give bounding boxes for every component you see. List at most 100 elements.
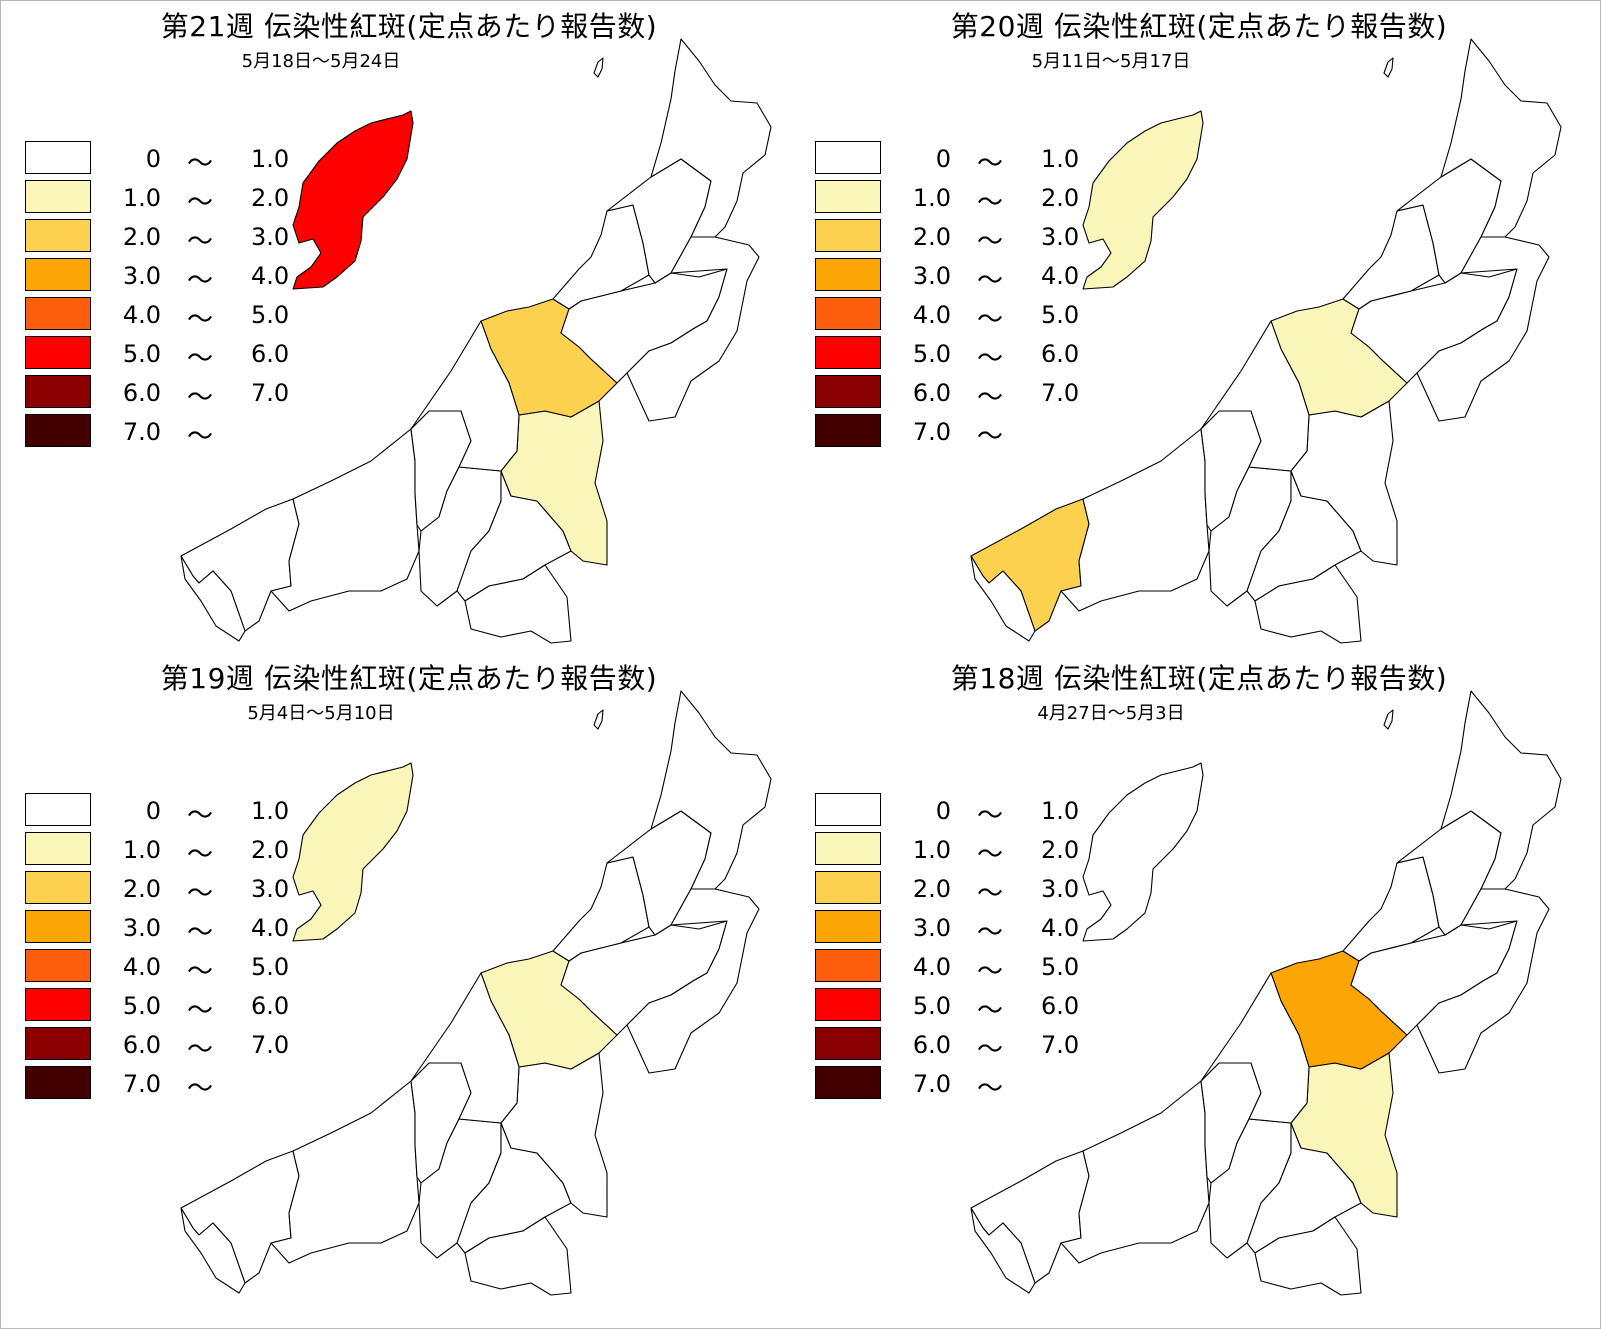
legend-from: 6.0 — [912, 379, 951, 407]
legend-from: 2.0 — [912, 223, 951, 251]
region-murakami — [650, 38, 772, 238]
legend-swatch — [815, 297, 881, 330]
niigata-map — [970, 690, 1562, 1296]
panel-period: 5月4日～5月10日 — [247, 703, 395, 724]
region-coastal-strip — [1200, 972, 1310, 1124]
legend-to: 2.0 — [1041, 184, 1080, 212]
legend-from: 1.0 — [122, 836, 161, 864]
legend-to: 7.0 — [1041, 1031, 1080, 1059]
panel-title: 第19週 伝染性紅斑(定点あたり報告数) — [160, 662, 658, 695]
legend-to: 2.0 — [1041, 836, 1080, 864]
region-myoko — [270, 1080, 420, 1264]
region-minamiuonuma — [464, 564, 572, 644]
legend-swatch — [25, 832, 91, 865]
region-myoko — [1060, 428, 1210, 612]
legend-to: 7.0 — [1041, 379, 1080, 407]
legend-tilde: ～ — [187, 422, 214, 452]
region-joetsu — [970, 498, 1090, 632]
region-minamiuonuma — [1254, 564, 1362, 644]
niigata-map — [970, 38, 1562, 644]
legend-from: 4.0 — [912, 301, 951, 329]
legend-to: 7.0 — [251, 1031, 290, 1059]
legend-from: 2.0 — [122, 223, 161, 251]
legend-to: 7.0 — [251, 379, 290, 407]
region-coastal-strip — [410, 972, 520, 1124]
legend-tilde: ～ — [187, 957, 214, 987]
legend-to: 1.0 — [251, 145, 290, 173]
legend-tilde: ～ — [977, 266, 1004, 296]
map-panel-w21: 第21週 伝染性紅斑(定点あたり報告数) 5月18日～5月24日 0 ～ 1.0 1.… — [1, 1, 801, 665]
legend-tilde: ～ — [187, 188, 214, 218]
map-panel-w18: 第18週 伝染性紅斑(定点あたり報告数) 4月27日～5月3日 0 ～ 1.0 1.0… — [791, 653, 1591, 1317]
legend-to: 1.0 — [1041, 145, 1080, 173]
legend-swatch — [25, 141, 91, 174]
legend-to: 5.0 — [1041, 301, 1080, 329]
legend-to: 6.0 — [1041, 340, 1080, 368]
panel-title: 第18週 伝染性紅斑(定点あたり報告数) — [950, 662, 1448, 695]
legend-tilde: ～ — [187, 1035, 214, 1065]
legend-from: 7.0 — [912, 418, 951, 446]
legend-swatch — [25, 793, 91, 826]
legend-from: 3.0 — [122, 914, 161, 942]
legend-tilde: ～ — [977, 840, 1004, 870]
region-aga — [1416, 888, 1550, 1074]
legend-tilde: ～ — [977, 801, 1004, 831]
legend-from: 0 — [145, 797, 161, 825]
legend-to: 4.0 — [251, 914, 290, 942]
legend-from: 1.0 — [912, 184, 951, 212]
region-sado-island — [292, 762, 414, 942]
legend-swatch — [25, 1027, 91, 1060]
legend-from: 1.0 — [122, 184, 161, 212]
legend-swatch — [25, 375, 91, 408]
legend-from: 4.0 — [122, 301, 161, 329]
niigata-map — [180, 690, 772, 1296]
legend-tilde: ～ — [187, 227, 214, 257]
region-itoigawa — [970, 555, 1036, 642]
legend-tilde: ～ — [187, 344, 214, 374]
legend-tilde: ～ — [187, 879, 214, 909]
legend-to: 3.0 — [1041, 875, 1080, 903]
legend-to: 6.0 — [251, 992, 290, 1020]
legend-tilde: ～ — [977, 957, 1004, 987]
legend-swatch — [25, 336, 91, 369]
legend-from: 6.0 — [122, 1031, 161, 1059]
region-aga — [1416, 236, 1550, 422]
region-awashima — [1383, 57, 1394, 78]
map-panel-w20: 第20週 伝染性紅斑(定点あたり報告数) 5月11日～5月17日 0 ～ 1.0 1.… — [791, 1, 1591, 665]
legend-to: 4.0 — [251, 262, 290, 290]
legend-tilde: ～ — [977, 227, 1004, 257]
legend-from: 7.0 — [122, 418, 161, 446]
region-itoigawa — [180, 555, 246, 642]
region-joetsu — [180, 498, 300, 632]
region-myoko — [270, 428, 420, 612]
legend-from: 2.0 — [912, 875, 951, 903]
legend-swatch — [25, 180, 91, 213]
legend-to: 4.0 — [1041, 262, 1080, 290]
legend-tilde: ～ — [977, 188, 1004, 218]
legend-to: 3.0 — [1041, 223, 1080, 251]
region-aga — [626, 236, 760, 422]
panel-title: 第21週 伝染性紅斑(定点あたり報告数) — [160, 10, 658, 43]
legend-from: 0 — [935, 797, 951, 825]
region-itoigawa — [970, 1207, 1036, 1294]
region-sado-island — [1082, 110, 1204, 290]
legend-from: 7.0 — [122, 1070, 161, 1098]
legend-tilde: ～ — [977, 344, 1004, 374]
panel-period: 5月11日～5月17日 — [1031, 51, 1191, 72]
map-panel-w19: 第19週 伝染性紅斑(定点あたり報告数) 5月4日～5月10日 0 ～ 1.0 1.0… — [1, 653, 801, 1317]
niigata-map — [180, 38, 772, 644]
legend-to: 5.0 — [251, 953, 290, 981]
legend-tilde: ～ — [187, 266, 214, 296]
legend-tilde: ～ — [977, 422, 1004, 452]
region-sado-island — [1082, 762, 1204, 942]
legend-tilde: ～ — [187, 918, 214, 948]
legend-tilde: ～ — [977, 305, 1004, 335]
legend-to: 1.0 — [251, 797, 290, 825]
legend-from: 3.0 — [912, 914, 951, 942]
legend-swatch — [25, 219, 91, 252]
legend-tilde: ～ — [187, 383, 214, 413]
legend-tilde: ～ — [187, 305, 214, 335]
legend-tilde: ～ — [187, 1074, 214, 1104]
legend-swatch — [25, 258, 91, 291]
legend-swatch — [815, 375, 881, 408]
